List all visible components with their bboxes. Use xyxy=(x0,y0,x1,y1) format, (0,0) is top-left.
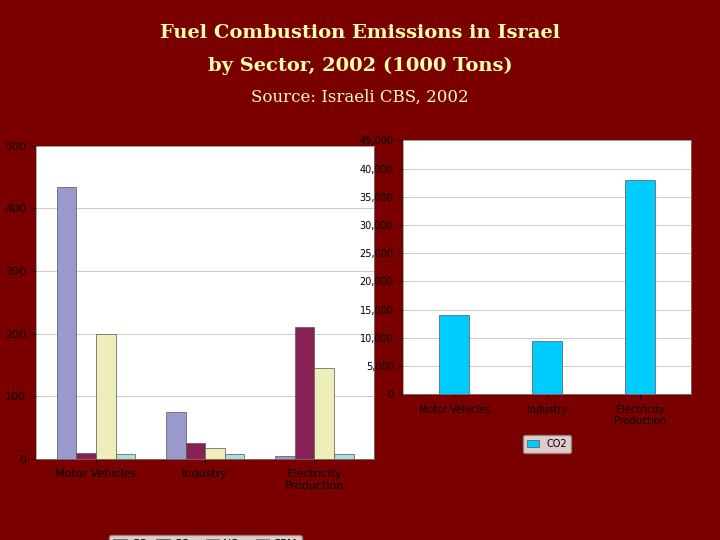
Bar xyxy=(166,412,186,459)
Bar xyxy=(225,454,245,459)
Bar xyxy=(76,453,96,459)
Bar xyxy=(315,368,334,459)
Bar xyxy=(275,456,294,459)
Bar xyxy=(57,186,76,459)
Bar xyxy=(439,315,469,394)
Bar xyxy=(205,448,225,459)
Bar xyxy=(625,180,655,394)
Bar xyxy=(186,443,205,459)
Bar xyxy=(116,454,135,459)
Bar xyxy=(532,341,562,394)
Text: by Sector, 2002 (1000 Tons): by Sector, 2002 (1000 Tons) xyxy=(207,57,513,75)
Bar xyxy=(334,454,354,459)
Text: Fuel Combustion Emissions in Israel: Fuel Combustion Emissions in Israel xyxy=(160,24,560,42)
Bar xyxy=(294,327,315,459)
Text: Source: Israeli CBS, 2002: Source: Israeli CBS, 2002 xyxy=(251,89,469,106)
Legend: CO2: CO2 xyxy=(523,435,571,453)
Legend: CO, SOx, NOx, SPM: CO, SOx, NOx, SPM xyxy=(109,535,302,540)
Bar xyxy=(96,334,116,459)
